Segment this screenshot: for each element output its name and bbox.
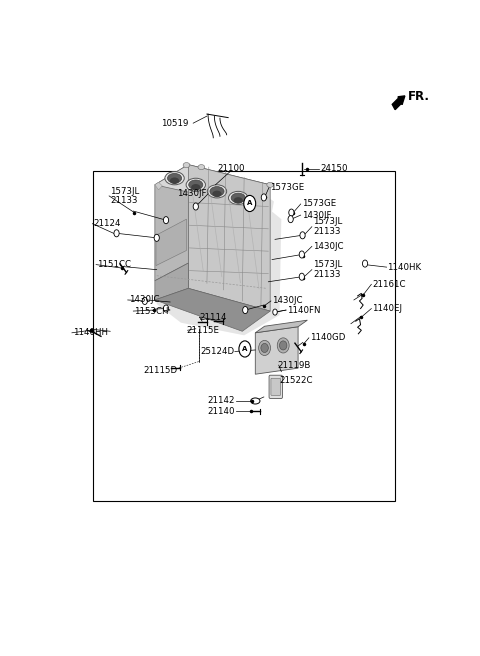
Polygon shape <box>155 182 162 190</box>
Circle shape <box>273 309 277 315</box>
Polygon shape <box>188 165 270 311</box>
Ellipse shape <box>228 192 248 205</box>
FancyArrow shape <box>392 96 405 110</box>
Polygon shape <box>155 165 188 281</box>
Polygon shape <box>255 320 307 333</box>
Text: 1140FN: 1140FN <box>287 306 321 315</box>
Circle shape <box>289 209 294 216</box>
Ellipse shape <box>165 172 184 185</box>
Ellipse shape <box>183 163 190 168</box>
Ellipse shape <box>267 182 274 188</box>
Circle shape <box>261 194 266 201</box>
Text: 1140GD: 1140GD <box>310 333 345 342</box>
Text: 1573JL
21133: 1573JL 21133 <box>313 217 342 236</box>
Text: 21100: 21100 <box>217 164 245 173</box>
Text: 21522C: 21522C <box>279 377 313 385</box>
Text: 1573JL
21133: 1573JL 21133 <box>110 186 140 205</box>
Text: 10519: 10519 <box>161 119 188 128</box>
Text: 1430JF: 1430JF <box>178 190 207 198</box>
Text: 1430JF: 1430JF <box>302 211 331 220</box>
Text: 1573GE: 1573GE <box>302 199 336 209</box>
Text: 21115D: 21115D <box>144 365 178 375</box>
Text: A: A <box>242 346 248 352</box>
Text: 21119B: 21119B <box>277 361 311 369</box>
Text: 1140EJ: 1140EJ <box>372 304 402 313</box>
Polygon shape <box>155 165 270 204</box>
Text: 1430JC: 1430JC <box>272 297 302 306</box>
Text: A: A <box>247 201 252 207</box>
Ellipse shape <box>234 197 243 204</box>
Text: 21114: 21114 <box>200 313 227 321</box>
Text: 21140: 21140 <box>207 407 235 416</box>
Text: 1153CH: 1153CH <box>134 306 169 316</box>
Polygon shape <box>156 219 186 266</box>
Ellipse shape <box>170 178 179 184</box>
Text: 21142: 21142 <box>207 396 235 405</box>
Text: 21161C: 21161C <box>372 280 406 289</box>
Ellipse shape <box>261 343 268 352</box>
Ellipse shape <box>191 184 201 191</box>
Text: 1430JC: 1430JC <box>313 242 344 251</box>
Circle shape <box>243 306 248 314</box>
Text: 25124D: 25124D <box>201 347 235 356</box>
Circle shape <box>239 341 251 357</box>
Ellipse shape <box>186 178 205 192</box>
Ellipse shape <box>231 193 245 203</box>
Ellipse shape <box>210 186 224 196</box>
Circle shape <box>288 216 293 222</box>
Text: 1140HH: 1140HH <box>73 328 108 337</box>
Text: 1573GE: 1573GE <box>270 183 304 192</box>
Circle shape <box>163 216 168 224</box>
Circle shape <box>244 195 256 212</box>
Ellipse shape <box>198 165 204 170</box>
Text: 21124: 21124 <box>94 219 121 228</box>
Text: FR.: FR. <box>408 90 430 103</box>
Circle shape <box>299 251 304 258</box>
Ellipse shape <box>212 191 222 197</box>
Circle shape <box>154 234 159 241</box>
Text: 1151CC: 1151CC <box>97 260 131 269</box>
Circle shape <box>193 203 198 210</box>
Circle shape <box>300 232 305 239</box>
Ellipse shape <box>207 185 227 198</box>
Circle shape <box>114 230 119 237</box>
Bar <box>93 171 395 501</box>
Text: 1430JC: 1430JC <box>129 295 159 304</box>
Polygon shape <box>255 327 298 374</box>
Circle shape <box>299 273 304 280</box>
Ellipse shape <box>259 340 271 356</box>
Text: 24150: 24150 <box>321 164 348 173</box>
FancyBboxPatch shape <box>271 379 281 396</box>
Circle shape <box>163 305 168 312</box>
Ellipse shape <box>189 180 203 190</box>
Text: 1573JL
21133: 1573JL 21133 <box>313 260 342 279</box>
Ellipse shape <box>279 341 287 350</box>
Ellipse shape <box>168 173 181 183</box>
Text: 1140HK: 1140HK <box>387 262 421 272</box>
Polygon shape <box>155 289 270 331</box>
Circle shape <box>362 260 368 267</box>
Polygon shape <box>155 263 188 300</box>
Ellipse shape <box>277 338 289 353</box>
Circle shape <box>142 297 147 304</box>
Text: 21115E: 21115E <box>186 326 219 335</box>
Polygon shape <box>156 169 281 335</box>
FancyBboxPatch shape <box>269 375 282 398</box>
